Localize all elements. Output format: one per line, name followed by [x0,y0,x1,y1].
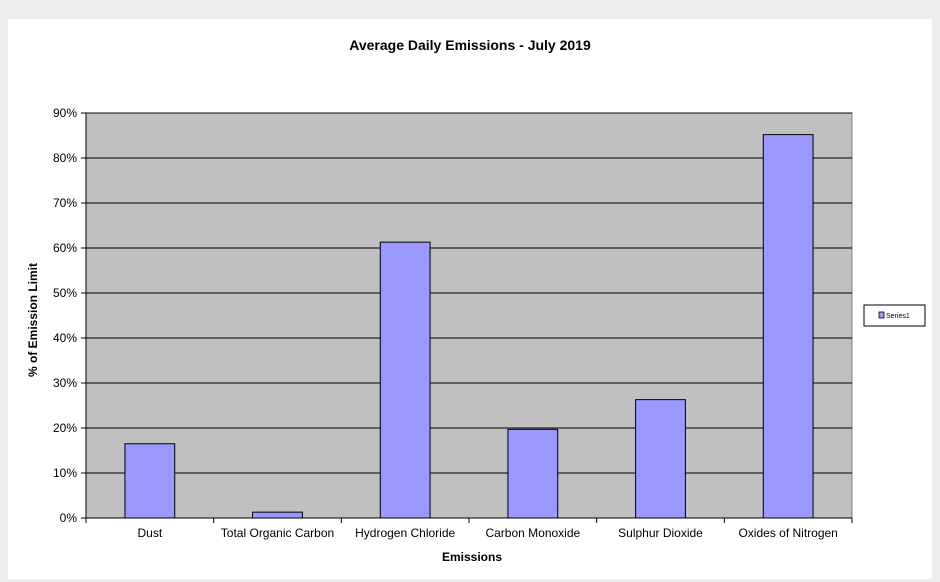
y-tick-label: 0% [60,511,78,525]
bar [507,428,559,519]
y-tick-label: 80% [53,151,77,165]
bar [124,443,176,519]
x-axis-ticks: Dust Total Organic Carbon Hydrogen Chlorid… [85,518,853,540]
legend-label: Series1 [886,313,910,320]
y-tick-label: 90% [53,106,77,120]
y-axis-ticks: 0% 10% 20% 30% 40% 50% 60% 70% 80% 90% [53,106,86,525]
y-tick-label: 20% [53,421,77,435]
bar [252,511,303,519]
bar [762,134,814,519]
x-tick-label: Sulphur Dioxide [618,526,703,540]
y-tick-label: 70% [53,196,77,210]
y-axis-title: % of Emission Limit [26,263,40,377]
plot-area [85,112,853,519]
y-tick-label: 50% [53,286,77,300]
x-tick-label: Dust [137,526,162,540]
bars [124,134,814,519]
y-tick-label: 10% [53,466,77,480]
y-tick-label: 40% [53,331,77,345]
chart-title: Average Daily Emissions - July 2019 [349,37,591,53]
y-tick-label: 60% [53,241,77,255]
bar [635,399,686,519]
legend: Series1 [863,304,926,327]
x-tick-label: Total Organic Carbon [221,526,334,540]
y-tick-label: 30% [53,376,77,390]
x-tick-label: Oxides of Nitrogen [738,526,837,540]
x-tick-label: Carbon Monoxide [485,526,580,540]
bar [379,241,431,519]
legend-box [863,304,926,327]
legend-swatch [878,311,885,319]
gridlines [86,112,852,474]
x-tick-label: Hydrogen Chloride [355,526,455,540]
x-axis-title: Emissions [442,550,502,564]
